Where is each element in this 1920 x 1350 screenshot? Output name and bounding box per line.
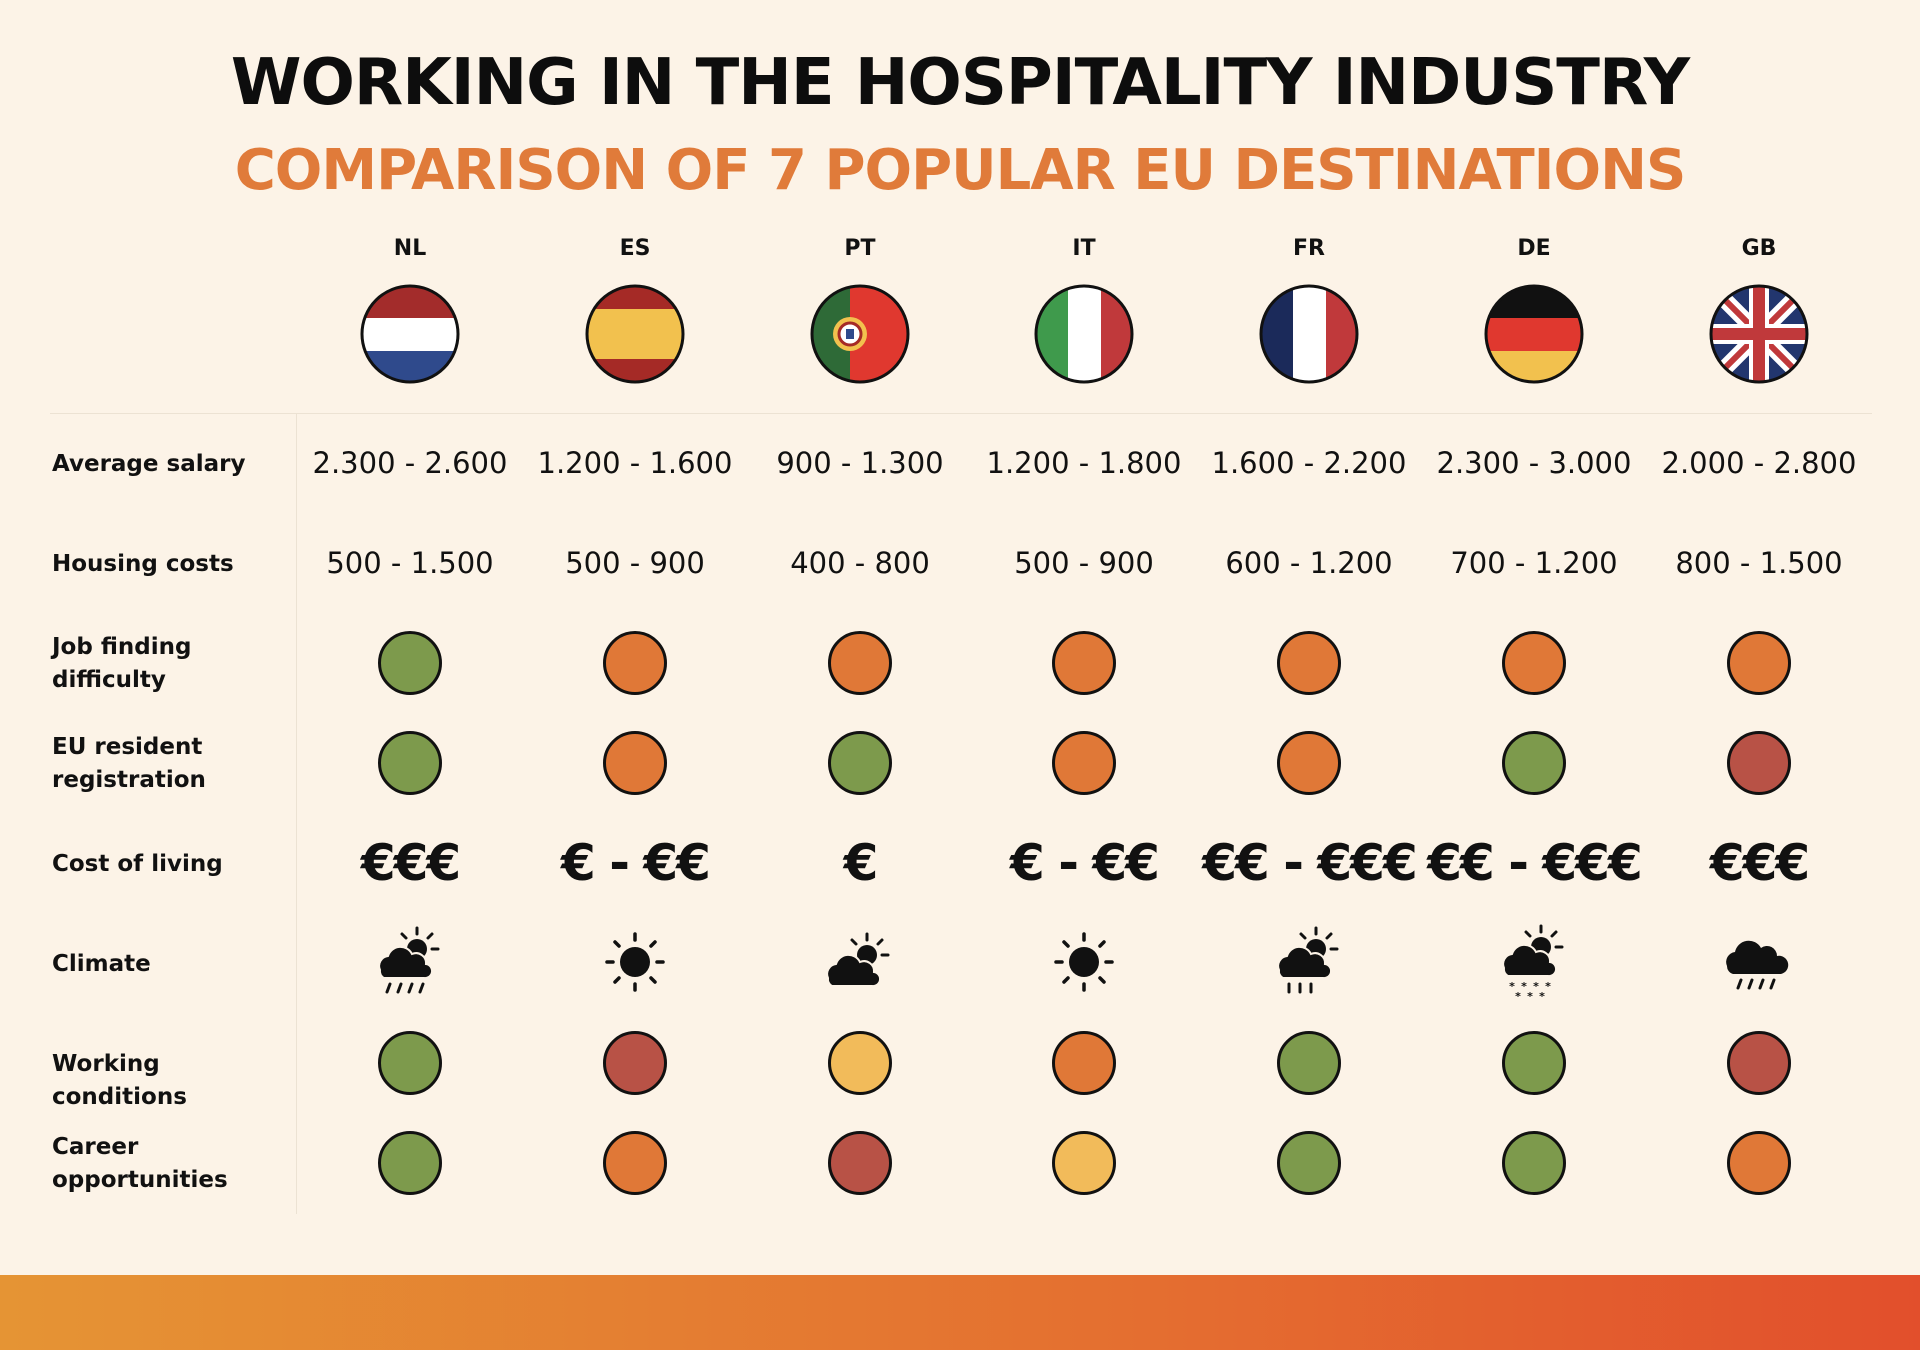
housing-value: 500 - 900 bbox=[1014, 546, 1154, 580]
salary-value: 1.600 - 2.200 bbox=[1211, 446, 1407, 480]
cost-value: € - €€ bbox=[1010, 834, 1160, 892]
row-label-climate: Climate bbox=[52, 951, 151, 977]
rating-dot bbox=[378, 1131, 442, 1195]
country-code: DE bbox=[1517, 236, 1551, 261]
uk-flag-icon bbox=[1709, 284, 1809, 384]
sun-cloud-rain-icon bbox=[378, 926, 440, 994]
cloud-rain-icon bbox=[1726, 940, 1789, 990]
france-flag-icon bbox=[1259, 284, 1359, 384]
rating-dot bbox=[603, 1131, 667, 1195]
rating-dot bbox=[1502, 731, 1566, 795]
footer-gradient-band bbox=[0, 1275, 1920, 1350]
spain-flag-icon bbox=[585, 284, 685, 384]
rating-dot bbox=[828, 1131, 892, 1195]
rating-dot bbox=[378, 731, 442, 795]
salary-value: 1.200 - 1.600 bbox=[537, 446, 733, 480]
rating-dot bbox=[1502, 1031, 1566, 1095]
row-label-career: Career opportunities bbox=[52, 1134, 228, 1193]
sun-icon bbox=[1054, 932, 1114, 992]
salary-value: 900 - 1.300 bbox=[776, 446, 944, 480]
page-title: WORKING IN THE HOSPITALITY INDUSTRY bbox=[230, 46, 1690, 120]
rating-dot bbox=[1502, 631, 1566, 695]
housing-value: 800 - 1.500 bbox=[1675, 546, 1843, 580]
rating-dot bbox=[1727, 1131, 1791, 1195]
row-label-job-finding: Job finding difficulty bbox=[52, 634, 192, 693]
housing-value: 400 - 800 bbox=[790, 546, 930, 580]
page-subtitle: COMPARISON OF 7 POPULAR EU DESTINATIONS bbox=[234, 138, 1687, 203]
row-label-average-salary: Average salary bbox=[52, 451, 246, 477]
svg-text:*: * bbox=[1539, 990, 1545, 1002]
rating-dot bbox=[1052, 731, 1116, 795]
rating-dot bbox=[603, 731, 667, 795]
country-code: GB bbox=[1741, 236, 1777, 261]
cost-value: €€€ bbox=[1709, 834, 1810, 892]
housing-value: 600 - 1.200 bbox=[1225, 546, 1393, 580]
rating-dot bbox=[828, 731, 892, 795]
housing-value: 500 - 1.500 bbox=[326, 546, 494, 580]
row-label-working-conditions: Working conditions bbox=[52, 1051, 187, 1110]
netherlands-flag-icon bbox=[360, 284, 460, 384]
rating-dot bbox=[1727, 731, 1791, 795]
country-code: PT bbox=[844, 236, 876, 261]
cost-value: €€€ bbox=[360, 834, 461, 892]
rating-dot bbox=[603, 631, 667, 695]
rating-dot bbox=[378, 1031, 442, 1095]
rating-dot bbox=[828, 631, 892, 695]
rating-dot bbox=[378, 631, 442, 695]
rating-dot bbox=[1727, 631, 1791, 695]
salary-value: 2.300 - 2.600 bbox=[312, 446, 508, 480]
rating-dot bbox=[603, 1031, 667, 1095]
salary-value: 1.200 - 1.800 bbox=[986, 446, 1182, 480]
rating-dot bbox=[828, 1031, 892, 1095]
header-divider bbox=[50, 413, 1872, 414]
svg-text:*: * bbox=[1533, 980, 1539, 993]
housing-value: 700 - 1.200 bbox=[1450, 546, 1618, 580]
rating-dot bbox=[1502, 1131, 1566, 1195]
germany-flag-icon bbox=[1484, 284, 1584, 384]
row-label-housing-costs: Housing costs bbox=[52, 551, 234, 577]
row-label-cost-of-living: Cost of living bbox=[52, 851, 223, 877]
salary-value: 2.000 - 2.800 bbox=[1661, 446, 1857, 480]
country-code: FR bbox=[1293, 236, 1325, 261]
rating-dot bbox=[1727, 1031, 1791, 1095]
svg-text:*: * bbox=[1515, 990, 1521, 1002]
rating-dot bbox=[1052, 1031, 1116, 1095]
svg-text:*: * bbox=[1509, 980, 1515, 993]
salary-value: 2.300 - 3.000 bbox=[1436, 446, 1632, 480]
cost-value: €€ - €€€ bbox=[1427, 834, 1643, 892]
svg-text:*: * bbox=[1545, 980, 1551, 993]
italy-flag-icon bbox=[1034, 284, 1134, 384]
rating-dot bbox=[1277, 1131, 1341, 1195]
svg-text:*: * bbox=[1527, 990, 1533, 1002]
row-label-eu-resident: EU resident registration bbox=[52, 734, 206, 793]
country-code: IT bbox=[1072, 236, 1096, 261]
cost-value: €€ - €€€ bbox=[1202, 834, 1418, 892]
sun-icon bbox=[605, 932, 665, 992]
rating-dot bbox=[1277, 731, 1341, 795]
portugal-flag-icon bbox=[810, 284, 910, 384]
sun-cloud-icon bbox=[826, 932, 890, 988]
country-code: NL bbox=[393, 236, 427, 261]
rating-dot bbox=[1052, 631, 1116, 695]
cost-value: € bbox=[843, 834, 879, 892]
rating-dot bbox=[1052, 1131, 1116, 1195]
rating-dot bbox=[1277, 631, 1341, 695]
cost-value: € - €€ bbox=[561, 834, 711, 892]
housing-value: 500 - 900 bbox=[565, 546, 705, 580]
sun-cloud-snow-icon: * * * * * * * bbox=[1502, 924, 1564, 1002]
country-code: ES bbox=[619, 236, 651, 261]
sun-cloud-rain-icon bbox=[1277, 926, 1339, 994]
label-column-divider bbox=[296, 414, 297, 1214]
svg-text:*: * bbox=[1521, 980, 1527, 993]
rating-dot bbox=[1277, 1031, 1341, 1095]
